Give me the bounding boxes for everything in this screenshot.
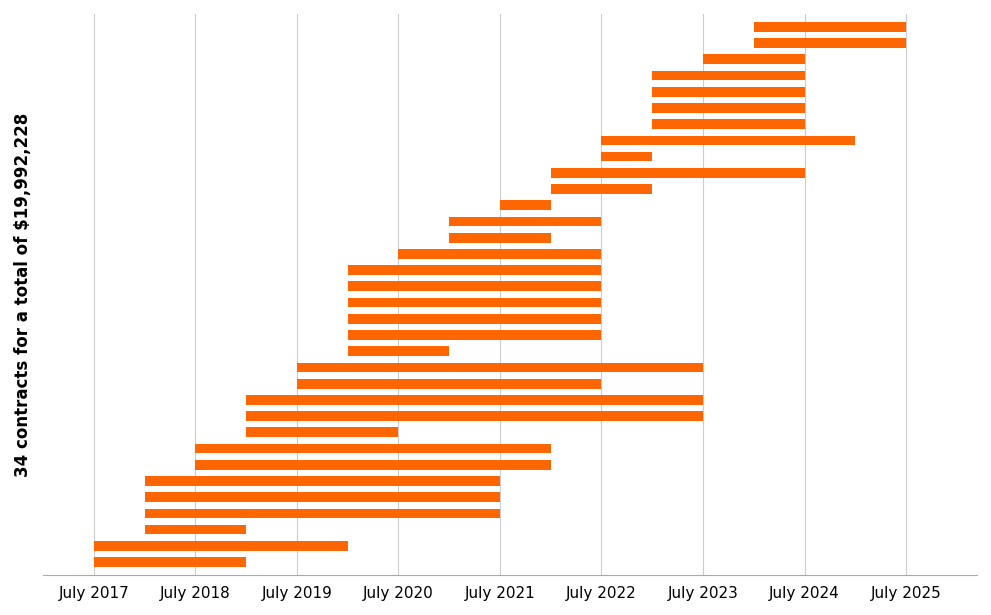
Bar (145, 476, 499, 486)
Bar (551, 184, 652, 194)
Bar (246, 395, 703, 405)
Bar (551, 168, 805, 178)
Bar (145, 509, 499, 518)
Bar (145, 492, 499, 502)
Bar (246, 427, 398, 437)
Bar (602, 152, 652, 162)
Bar (348, 314, 602, 323)
Bar (94, 541, 348, 550)
Bar (246, 411, 703, 421)
Bar (703, 55, 805, 64)
Bar (652, 103, 805, 113)
Y-axis label: 34 contracts for a total of $19,992,228: 34 contracts for a total of $19,992,228 (14, 113, 32, 477)
Bar (348, 298, 602, 308)
Bar (145, 525, 246, 534)
Bar (398, 249, 602, 259)
Bar (602, 135, 855, 145)
Bar (449, 216, 602, 226)
Bar (195, 460, 551, 470)
Bar (652, 87, 805, 97)
Bar (499, 200, 551, 210)
Bar (652, 71, 805, 81)
Bar (297, 379, 602, 389)
Bar (348, 346, 449, 356)
Bar (652, 119, 805, 129)
Bar (348, 265, 602, 275)
Bar (754, 38, 906, 48)
Bar (754, 22, 906, 32)
Bar (348, 330, 602, 340)
Bar (449, 233, 551, 242)
Bar (348, 282, 602, 291)
Bar (195, 443, 551, 453)
Bar (297, 363, 703, 372)
Bar (94, 557, 246, 567)
